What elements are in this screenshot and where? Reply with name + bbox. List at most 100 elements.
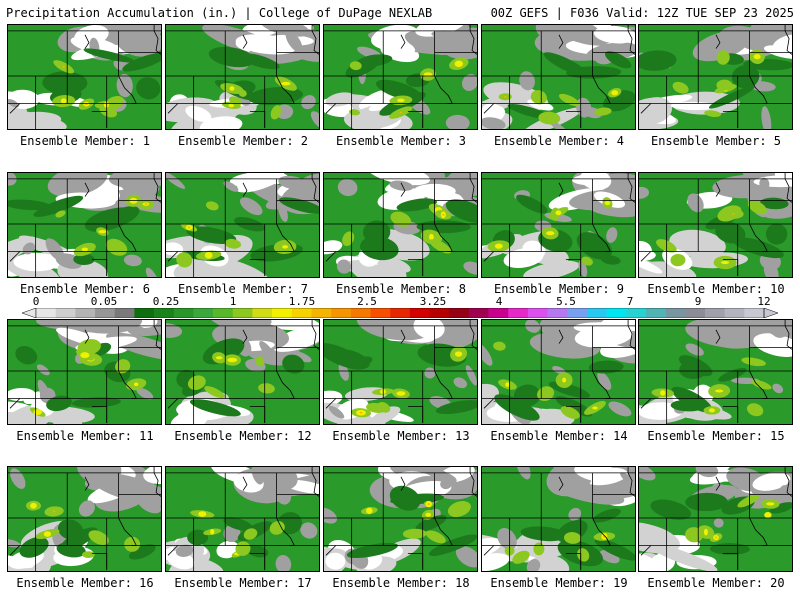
map-panel [7,319,162,425]
color-bar-tick-label: 0.25 [152,295,180,308]
map-panel [323,319,478,425]
color-bar-segment [252,308,273,318]
map-panel [165,466,320,572]
map-panel [7,24,162,130]
color-bar-segment [114,308,135,318]
color-bar-tick-label: 4 [495,295,503,308]
color-bar-tick-label: 1 [229,295,237,308]
precip-map [8,25,161,129]
color-bar-segment [55,308,76,318]
member-label: Ensemble Member: 16 [16,576,154,590]
color-bar-segment [311,308,332,318]
precip-map [639,467,792,571]
color-bar-segment [154,308,175,318]
color-bar-segment [645,308,666,318]
color-bar-segment [75,308,96,318]
color-bar-tick-label: 5.5 [556,295,576,308]
precip-map [639,173,792,277]
map-panel [7,172,162,278]
member-label: Ensemble Member: 19 [490,576,628,590]
color-bar-segment [272,308,293,318]
color-bar-segment [704,308,725,318]
color-bar-segment [36,308,56,318]
precip-map [166,467,319,571]
color-bar-segment [488,308,509,318]
color-bar-segment [508,308,529,318]
member-label: Ensemble Member: 6 [19,282,151,296]
color-bar-arrow-left [21,308,37,318]
member-label: Ensemble Member: 3 [335,134,467,148]
map-panel [165,172,320,278]
member-label: Ensemble Member: 7 [177,282,309,296]
member-label: Ensemble Member: 2 [177,134,309,148]
precip-map [482,320,635,424]
color-bar-segment [547,308,568,318]
color-bar-tick-label: 12 [757,295,771,308]
color-bar-segment [213,308,234,318]
map-panel [165,319,320,425]
member-label: Ensemble Member: 10 [647,282,785,296]
precip-map [166,173,319,277]
precip-map [482,25,635,129]
color-bar-tick-label: 0.05 [90,295,118,308]
color-bar-tick-label: 3.25 [419,295,447,308]
color-bar-segment [390,308,411,318]
color-bar-segment [291,308,312,318]
map-panel [7,466,162,572]
map-panel [481,24,636,130]
color-bar-tick-label: 0 [32,295,40,308]
member-label: Ensemble Member: 12 [174,429,312,443]
color-bar-strip [21,308,779,318]
member-label: Ensemble Member: 14 [490,429,628,443]
color-bar-segment [527,308,548,318]
member-label: Ensemble Member: 13 [332,429,470,443]
member-label: Ensemble Member: 15 [647,429,785,443]
precip-map [166,25,319,129]
color-bar-segment [173,308,194,318]
chart-title: Precipitation Accumulation (in.) | Colle… [6,6,433,20]
color-bar-arrow-right [763,308,779,318]
map-panel [638,24,793,130]
color-bar-segment [409,308,430,318]
map-panel [481,172,636,278]
run-info: 00Z GEFS | F036 Valid: 12Z TUE SEP 23 20… [490,6,794,20]
color-bar-segment [449,308,470,318]
member-label: Ensemble Member: 20 [647,576,785,590]
color-bar-ticks: 0 0.05 0.25 1 1.75 2.5 3.25 4 5.5 7 9 12 [0,296,800,308]
map-panel [323,24,478,130]
member-label: Ensemble Member: 17 [174,576,312,590]
color-bar-segment [606,308,627,318]
precip-map [8,467,161,571]
precip-map [8,173,161,277]
color-bar-segment [567,308,588,318]
map-panel [323,466,478,572]
map-panel [481,319,636,425]
precip-map [639,320,792,424]
precip-map [8,320,161,424]
member-label: Ensemble Member: 11 [16,429,154,443]
precip-map [482,173,635,277]
map-panel [638,319,793,425]
precip-map [324,467,477,571]
color-bar-segment [350,308,371,318]
member-label: Ensemble Member: 4 [493,134,625,148]
member-label: Ensemble Member: 18 [332,576,470,590]
precip-map [324,173,477,277]
member-label: Ensemble Member: 8 [335,282,467,296]
color-bar-tick-label: 9 [694,295,702,308]
member-label: Ensemble Member: 1 [19,134,151,148]
precip-map [639,25,792,129]
color-bar-segment [665,308,686,318]
color-bar-segment [626,308,647,318]
header: Precipitation Accumulation (in.) | Colle… [0,0,800,22]
map-panel [323,172,478,278]
color-bar-segment [586,308,607,318]
color-bar-segment [429,308,450,318]
map-panel [638,466,793,572]
color-bar: 0 0.05 0.25 1 1.75 2.5 3.25 4 5.5 7 9 12 [0,296,800,320]
precip-map [324,25,477,129]
precip-map [324,320,477,424]
map-panel [165,24,320,130]
map-panel [481,466,636,572]
color-bar-tick-label: 7 [626,295,634,308]
